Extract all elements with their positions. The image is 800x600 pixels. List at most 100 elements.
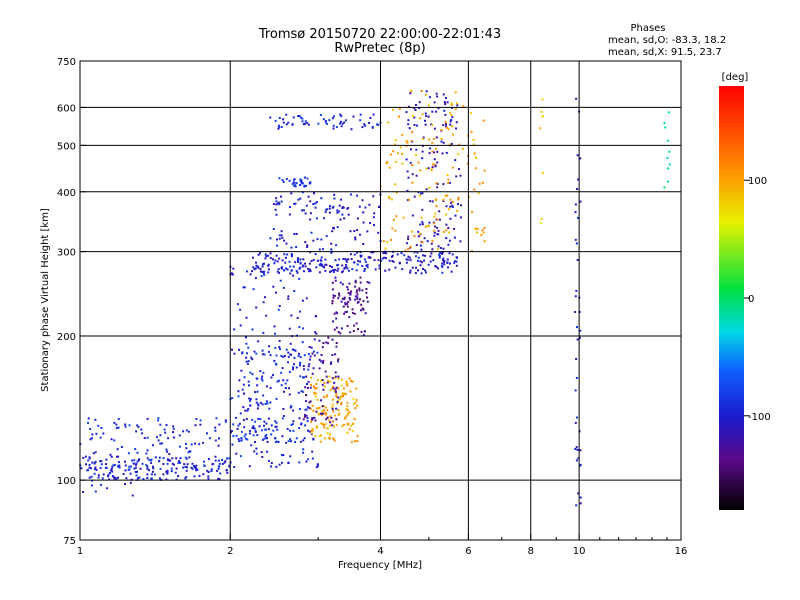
- data-point: [337, 396, 340, 399]
- data-point: [288, 213, 291, 216]
- data-point: [172, 431, 174, 434]
- data-point: [320, 197, 323, 200]
- data-point: [309, 200, 312, 203]
- data-point: [419, 223, 422, 226]
- data-point: [309, 270, 312, 273]
- data-point: [331, 338, 334, 341]
- y-tick-label: 500: [57, 141, 76, 152]
- data-point: [242, 286, 245, 289]
- data-point: [444, 195, 447, 198]
- data-point: [310, 376, 312, 379]
- data-point: [576, 188, 579, 190]
- data-point: [133, 467, 136, 470]
- data-point: [326, 416, 329, 419]
- data-point: [277, 379, 280, 382]
- data-point: [307, 195, 310, 198]
- data-point: [455, 121, 458, 124]
- data-point: [340, 395, 342, 398]
- data-point: [247, 380, 250, 383]
- data-point: [445, 205, 448, 208]
- data-point: [335, 394, 338, 397]
- data-point: [355, 291, 358, 294]
- data-point: [297, 391, 300, 394]
- data-point: [400, 252, 403, 255]
- data-point: [264, 402, 267, 405]
- data-point: [203, 460, 205, 463]
- data-point: [287, 121, 290, 124]
- data-point: [272, 374, 274, 377]
- data-point: [87, 417, 90, 420]
- data-point: [279, 279, 282, 282]
- data-point: [447, 181, 450, 184]
- data-point: [576, 416, 578, 419]
- data-point: [433, 163, 436, 166]
- data-point: [329, 380, 332, 383]
- data-point: [473, 152, 476, 155]
- data-point: [343, 296, 346, 299]
- data-point: [407, 123, 410, 126]
- data-point: [433, 215, 436, 218]
- data-point: [246, 438, 249, 441]
- data-point: [188, 450, 191, 453]
- data-point: [316, 379, 319, 382]
- data-point: [333, 193, 336, 196]
- data-point: [282, 408, 285, 410]
- data-point: [290, 424, 293, 426]
- data-point: [239, 455, 242, 458]
- data-point: [159, 467, 162, 470]
- data-point: [299, 361, 301, 364]
- data-point: [321, 412, 324, 415]
- data-point: [314, 387, 317, 390]
- data-point: [372, 113, 375, 116]
- data-point: [328, 375, 331, 378]
- data-point: [289, 429, 292, 432]
- data-point: [333, 414, 336, 417]
- data-point: [329, 421, 332, 424]
- data-point: [577, 216, 579, 219]
- data-point: [346, 305, 349, 308]
- data-point: [336, 269, 339, 272]
- data-point: [356, 263, 359, 266]
- data-point: [207, 477, 210, 480]
- data-point: [301, 120, 304, 123]
- data-point: [231, 397, 234, 400]
- x-tick-label: 2: [227, 546, 233, 557]
- data-point: [254, 391, 257, 394]
- data-point: [316, 407, 319, 410]
- data-point: [354, 238, 357, 241]
- data-point: [284, 382, 287, 385]
- data-point: [99, 460, 102, 463]
- data-point: [320, 256, 323, 259]
- data-point: [269, 354, 272, 357]
- data-point: [458, 168, 460, 170]
- data-point: [301, 390, 304, 393]
- data-point: [346, 401, 349, 404]
- data-point: [431, 110, 434, 113]
- data-point: [236, 427, 239, 430]
- data-point: [434, 225, 437, 228]
- data-point: [305, 400, 307, 403]
- grid-lines: [80, 61, 681, 540]
- data-point: [116, 455, 119, 458]
- data-point: [198, 474, 201, 477]
- data-point: [238, 440, 241, 443]
- data-point: [134, 448, 137, 450]
- data-point: [394, 139, 397, 142]
- data-point: [316, 351, 319, 354]
- data-point: [421, 157, 424, 160]
- data-point: [346, 405, 349, 408]
- data-point: [245, 270, 248, 273]
- data-point: [259, 252, 262, 255]
- data-point: [324, 406, 327, 409]
- data-point: [388, 197, 391, 200]
- data-point: [449, 120, 452, 123]
- data-point: [256, 265, 259, 268]
- data-point: [466, 162, 469, 165]
- data-point: [92, 452, 95, 455]
- data-point: [410, 90, 413, 93]
- data-point: [331, 288, 334, 291]
- data-point: [302, 448, 305, 451]
- data-point: [413, 251, 416, 254]
- data-point: [265, 385, 268, 388]
- data-point: [293, 363, 295, 366]
